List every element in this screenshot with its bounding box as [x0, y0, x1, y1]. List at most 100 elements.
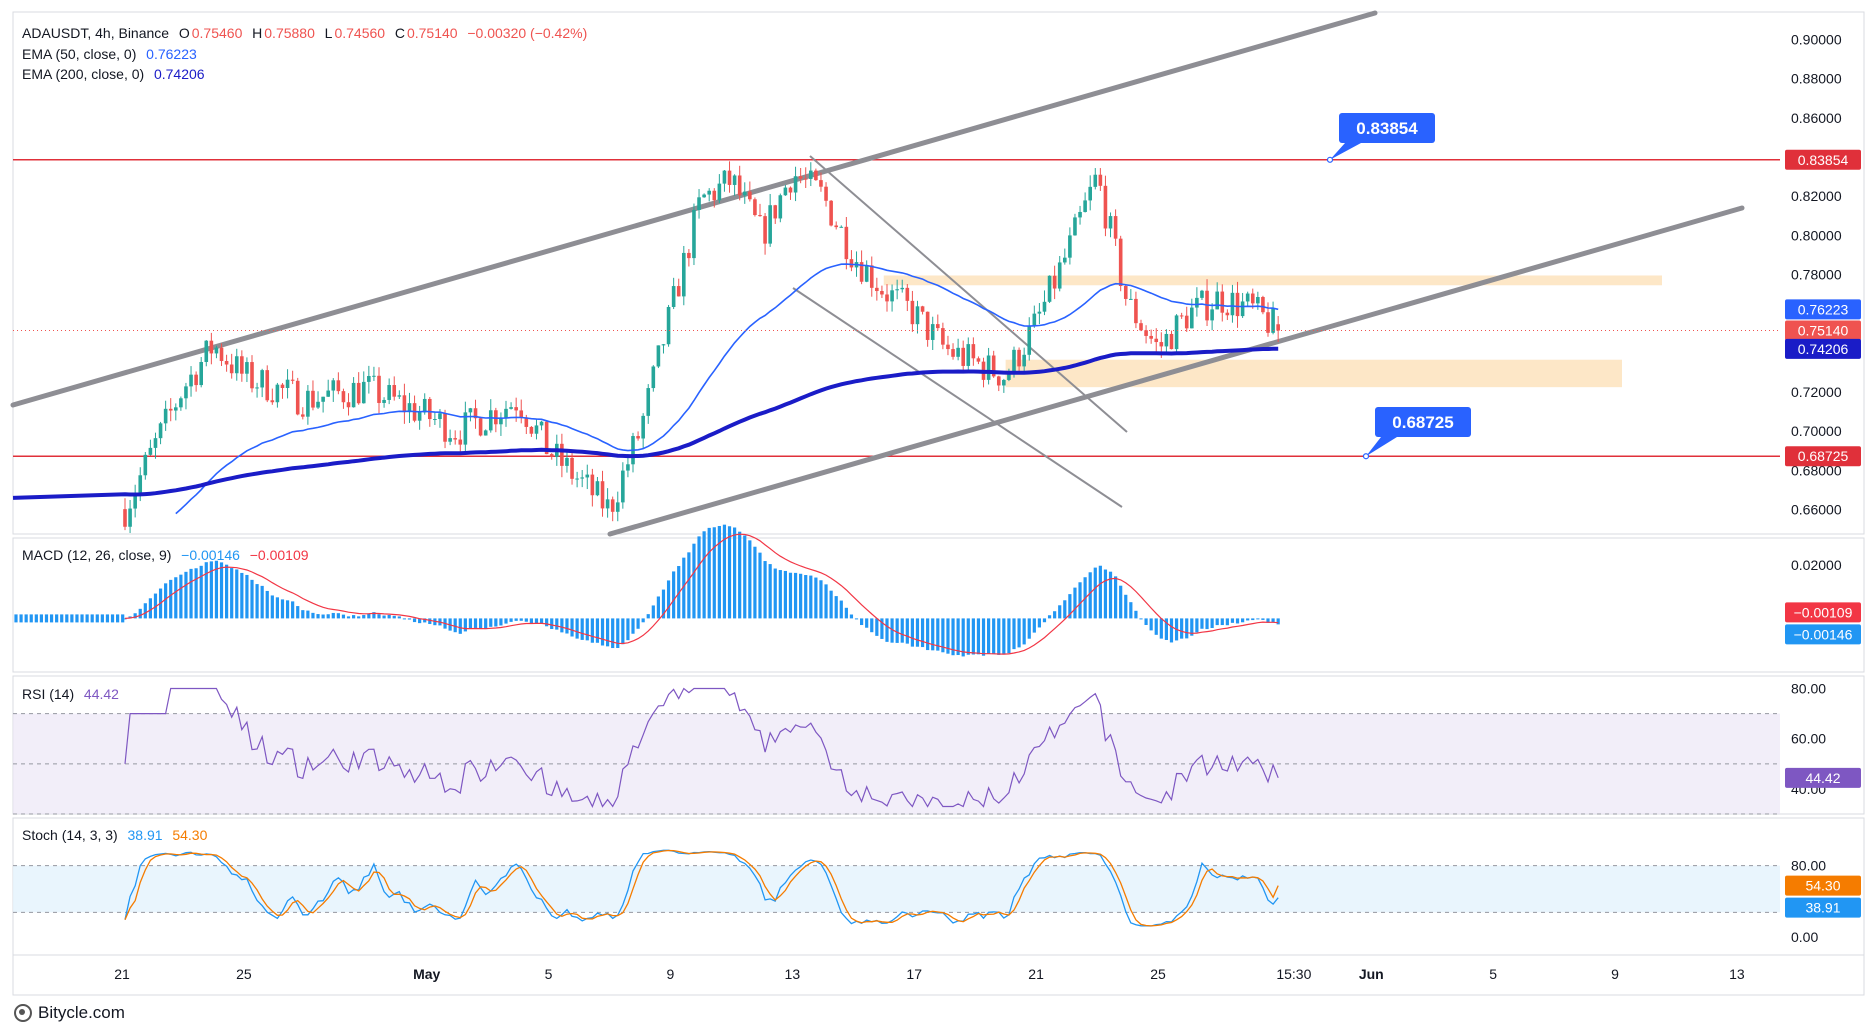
- price-tag-resistance: 0.83854: [1785, 149, 1861, 170]
- candle: [1057, 256, 1062, 292]
- macd-bar: [550, 618, 554, 630]
- candle: [712, 188, 717, 208]
- time-tick: 17: [906, 966, 922, 982]
- candle: [341, 388, 346, 409]
- macd-bar: [656, 596, 660, 619]
- macd-bar: [453, 618, 457, 633]
- candle-body: [666, 306, 671, 345]
- candle: [753, 197, 757, 217]
- candle: [280, 383, 285, 399]
- macd-bar: [575, 618, 579, 639]
- candle: [748, 181, 752, 202]
- macd-bar: [407, 618, 412, 620]
- macd-bar: [773, 568, 777, 619]
- macd-bar: [367, 613, 371, 619]
- candle-body: [1073, 217, 1077, 236]
- candle-body: [742, 191, 747, 196]
- callout-anchor: [1362, 453, 1370, 460]
- macd-bar: [55, 614, 59, 623]
- macd-tag-macd: −0.00146: [1785, 624, 1861, 645]
- candle: [148, 439, 153, 456]
- candle: [168, 398, 173, 422]
- callout-box: [1339, 113, 1435, 143]
- candle: [311, 380, 315, 411]
- candle-body: [651, 366, 656, 389]
- macd-bar: [138, 608, 142, 619]
- macd-bar: [1144, 618, 1148, 625]
- candle-body: [443, 413, 447, 442]
- macd-bar: [494, 618, 498, 627]
- candle: [966, 337, 971, 370]
- macd-bar: [346, 616, 351, 619]
- candle: [727, 161, 732, 193]
- macd-signal-line: [124, 533, 1279, 655]
- macd-bar: [839, 600, 843, 619]
- candle: [453, 430, 457, 445]
- time-tick: 9: [1611, 966, 1619, 982]
- candle-body: [900, 287, 905, 290]
- macd-bar: [116, 614, 120, 623]
- candle: [742, 182, 747, 204]
- candle-body: [1245, 293, 1250, 302]
- candle: [158, 421, 163, 445]
- candle: [1078, 205, 1082, 225]
- candle: [392, 376, 397, 401]
- candle-body: [661, 344, 666, 346]
- macd-bar: [397, 616, 401, 619]
- candle: [1225, 309, 1230, 321]
- candle: [275, 382, 280, 408]
- macd-y-tick: 0.02000: [1791, 557, 1842, 573]
- symbol-label: ADAUSDT, 4h, Binance: [22, 25, 170, 41]
- time-tick: Jun: [1359, 966, 1384, 982]
- macd-bar: [936, 618, 940, 651]
- macd-bar: [722, 524, 727, 619]
- candle-body: [148, 447, 153, 455]
- candle: [407, 392, 412, 423]
- macd-bar: [763, 561, 767, 619]
- callout-pointer: [1366, 437, 1397, 457]
- macd-bar: [14, 614, 18, 623]
- candle: [382, 397, 386, 408]
- macd-bar: [890, 618, 894, 643]
- macd-bar: [875, 618, 879, 636]
- macd-bar: [382, 615, 386, 619]
- macd-bar: [560, 618, 564, 633]
- candle-body: [1108, 216, 1113, 229]
- candle: [560, 433, 564, 478]
- stoch-d-line: [124, 849, 1279, 927]
- candle-body: [219, 347, 224, 362]
- falling-channel-upper: [809, 155, 1128, 433]
- candle: [260, 368, 264, 398]
- candle-body: [1159, 342, 1164, 347]
- macd-bar: [1225, 618, 1229, 626]
- candle: [621, 462, 625, 509]
- candle: [153, 432, 158, 459]
- candle: [306, 385, 310, 425]
- rsi-legend: RSI (14) 44.42: [22, 686, 119, 702]
- macd-bar: [545, 618, 549, 627]
- macd-bar: [661, 589, 666, 619]
- candle: [488, 399, 493, 433]
- candle-body: [245, 362, 249, 374]
- candle-body: [1169, 333, 1174, 350]
- candle-body: [956, 347, 960, 357]
- macd-bar: [646, 614, 650, 619]
- candle-body: [428, 398, 432, 420]
- candle-body: [585, 474, 590, 478]
- candle-body: [880, 291, 884, 295]
- lower-zone: [1005, 359, 1622, 388]
- macd-bar: [184, 571, 188, 619]
- macd-bar: [235, 569, 239, 619]
- main-legend-row: ADAUSDT, 4h, Binance O 0.75460 H 0.75880 L…: [22, 25, 588, 41]
- candle: [875, 277, 879, 301]
- supply-demand-zones: [883, 275, 1662, 388]
- candle-body: [682, 252, 686, 297]
- candle-body: [1149, 335, 1153, 339]
- macd-bar: [1241, 618, 1245, 623]
- candle-body: [306, 390, 310, 417]
- rsi-y-tick: 60.00: [1791, 731, 1826, 747]
- candle-body: [1057, 262, 1062, 289]
- macd-bar: [971, 618, 975, 655]
- time-tick: 5: [545, 966, 553, 982]
